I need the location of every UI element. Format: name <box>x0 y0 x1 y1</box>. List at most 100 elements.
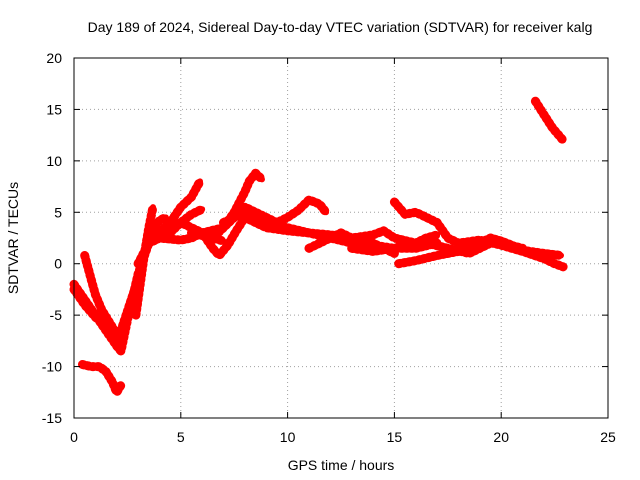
y-tick-label: 10 <box>46 153 62 169</box>
data-point <box>370 248 377 255</box>
data-point <box>156 217 163 224</box>
data-point <box>370 231 377 238</box>
y-tick-label: -5 <box>50 307 63 323</box>
data-point <box>117 327 124 334</box>
data-point <box>560 137 567 144</box>
data-point <box>540 250 547 257</box>
data-point <box>81 301 88 308</box>
x-tick-label: 25 <box>600 429 616 445</box>
data-point <box>167 224 174 231</box>
data-point <box>348 245 355 252</box>
data-point <box>145 240 152 247</box>
data-point <box>519 245 526 252</box>
data-point <box>380 227 387 234</box>
data-point <box>316 201 323 208</box>
data-point <box>258 176 265 183</box>
plot-frame <box>73 57 609 419</box>
data-point <box>540 111 547 118</box>
data-point <box>412 240 419 247</box>
data-point <box>79 361 86 368</box>
data-point <box>423 240 430 247</box>
data-point <box>370 240 377 247</box>
data-point <box>115 340 122 347</box>
y-tick-label: -10 <box>42 359 62 375</box>
data-point <box>145 224 152 231</box>
data-point <box>284 227 291 234</box>
data-point <box>402 211 409 218</box>
data-point <box>209 235 216 241</box>
chart-title: Day 189 of 2024, Sidereal Day-to-day VTE… <box>88 19 593 35</box>
data-point <box>434 231 441 238</box>
data-point <box>199 229 206 236</box>
data-point <box>156 235 163 241</box>
data-point <box>284 214 291 221</box>
data-point <box>111 327 118 334</box>
y-tick-label: 15 <box>46 101 62 117</box>
data-point <box>216 252 223 259</box>
data-point <box>327 235 334 241</box>
data-point <box>117 382 124 389</box>
data-point <box>81 252 88 259</box>
x-tick-label: 5 <box>177 429 185 445</box>
data-point <box>132 312 139 319</box>
data-point <box>348 235 355 241</box>
data-point <box>92 291 99 298</box>
series-markers-arc-14 <box>240 212 399 258</box>
data-point <box>402 242 409 249</box>
x-tick-label: 20 <box>493 429 509 445</box>
data-point <box>551 260 558 267</box>
data-point <box>532 98 539 105</box>
grid-layer <box>74 58 608 418</box>
data-point <box>391 245 398 252</box>
data-point <box>305 196 312 203</box>
data-point <box>135 260 142 267</box>
x-axis-label: GPS time / hours <box>288 457 395 473</box>
data-point <box>224 242 231 249</box>
data-point <box>246 178 253 185</box>
data-point <box>338 229 344 236</box>
x-tick-label: 15 <box>387 429 403 445</box>
data-point <box>188 229 195 236</box>
data-point <box>305 245 312 252</box>
data-point <box>434 252 441 259</box>
data-point <box>233 227 240 234</box>
data-point <box>96 363 103 370</box>
y-tick-label: 0 <box>54 256 62 272</box>
data-point <box>498 240 505 247</box>
y-tick-label: 5 <box>54 204 62 220</box>
data-point <box>113 389 120 396</box>
series-layer <box>69 96 568 397</box>
data-point <box>252 170 259 177</box>
data-point <box>88 276 95 283</box>
data-point <box>395 260 402 267</box>
y-tick-label: 20 <box>46 50 62 66</box>
data-point <box>188 193 195 200</box>
data-point <box>126 301 133 308</box>
data-point <box>412 257 419 264</box>
data-point <box>444 245 451 252</box>
data-point <box>117 348 124 355</box>
data-point <box>137 281 144 288</box>
data-point <box>434 219 441 226</box>
data-point <box>103 368 110 375</box>
y-tick-label: -15 <box>42 410 62 426</box>
data-point <box>199 206 206 213</box>
series-markers-arc-20 <box>530 96 568 145</box>
data-point <box>558 252 565 259</box>
data-point <box>92 314 99 321</box>
data-point <box>305 229 312 236</box>
data-point <box>98 307 105 313</box>
data-point <box>88 363 95 370</box>
data-point <box>560 263 567 270</box>
data-point <box>109 379 116 385</box>
data-point <box>455 240 462 247</box>
data-point <box>549 124 556 131</box>
data-point <box>444 235 451 241</box>
data-point <box>241 188 248 195</box>
data-point <box>263 224 270 231</box>
data-point <box>466 250 473 257</box>
data-point <box>423 214 430 221</box>
data-point <box>177 237 184 244</box>
data-point <box>209 245 216 252</box>
